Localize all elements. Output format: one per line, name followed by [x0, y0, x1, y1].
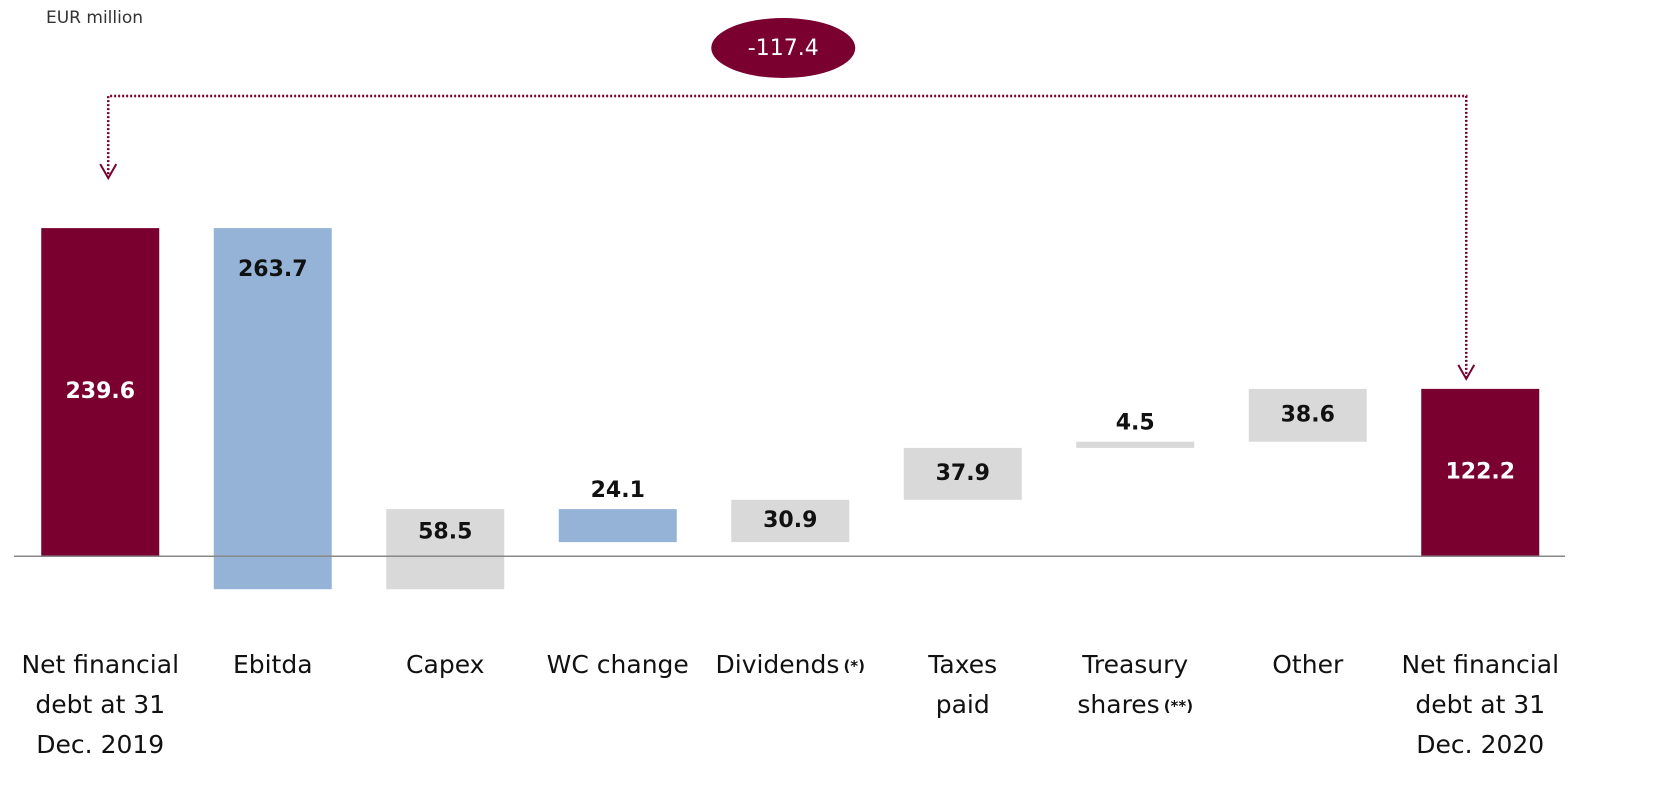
x-tick-label: Treasury shares (**)	[1077, 650, 1193, 719]
bar	[1076, 441, 1195, 448]
bracket	[107, 94, 1468, 379]
category-line: Dec. 2019	[36, 730, 164, 759]
arrow-head	[1457, 364, 1476, 381]
x-tick-label: Capex	[406, 650, 484, 679]
category-line: shares	[1077, 690, 1159, 719]
category-note: (*)	[843, 657, 865, 675]
x-tick-label: Net financial debt at 31 Dec. 2020	[1401, 650, 1559, 759]
bar	[41, 228, 160, 557]
data-label: 30.9	[763, 508, 817, 533]
category-line: WC change	[547, 650, 689, 679]
data-label: 239.6	[65, 379, 135, 404]
category-line: Net financial	[21, 650, 179, 679]
data-label: 263.7	[238, 257, 308, 282]
unit-label: EUR million	[46, 8, 143, 28]
arrow-head	[99, 163, 118, 181]
bar	[558, 509, 677, 543]
category-line: Dividends	[716, 650, 840, 679]
x-tick-label: Net financial debt at 31 Dec. 2019	[21, 650, 179, 759]
data-label: 37.9	[936, 461, 990, 486]
data-label: 38.6	[1281, 402, 1335, 427]
category-line: debt at 31	[1415, 690, 1545, 719]
bar	[386, 509, 505, 590]
x-tick-label: WC change	[547, 650, 689, 679]
annotation-badge	[711, 18, 856, 78]
category-line: Ebitda	[233, 650, 313, 679]
bar	[1248, 388, 1367, 442]
data-label: 24.1	[591, 478, 645, 503]
x-tick-label: Other	[1272, 650, 1344, 679]
category-line: Other	[1272, 650, 1344, 679]
bar	[1421, 388, 1540, 557]
category-line: Capex	[406, 650, 484, 679]
x-tick-label: Dividends (*)	[716, 650, 866, 679]
category-line: paid	[936, 690, 990, 719]
category-line: Dec. 2020	[1416, 730, 1544, 759]
bar	[903, 447, 1022, 500]
category-line: debt at 31	[35, 690, 165, 719]
bar	[213, 228, 332, 590]
bar	[731, 499, 850, 543]
category-line: Taxes	[927, 650, 997, 679]
x-tick-label: Taxes paid	[927, 650, 997, 719]
category-line: Treasury	[1081, 650, 1188, 679]
x-tick-label: Ebitda	[233, 650, 313, 679]
annotation-label: -117.4	[748, 36, 819, 61]
data-label: 4.5	[1116, 411, 1155, 436]
data-label: 122.2	[1445, 460, 1515, 485]
category-note: (**)	[1164, 697, 1193, 715]
category-line: Net financial	[1401, 650, 1559, 679]
data-label: 58.5	[418, 520, 472, 545]
